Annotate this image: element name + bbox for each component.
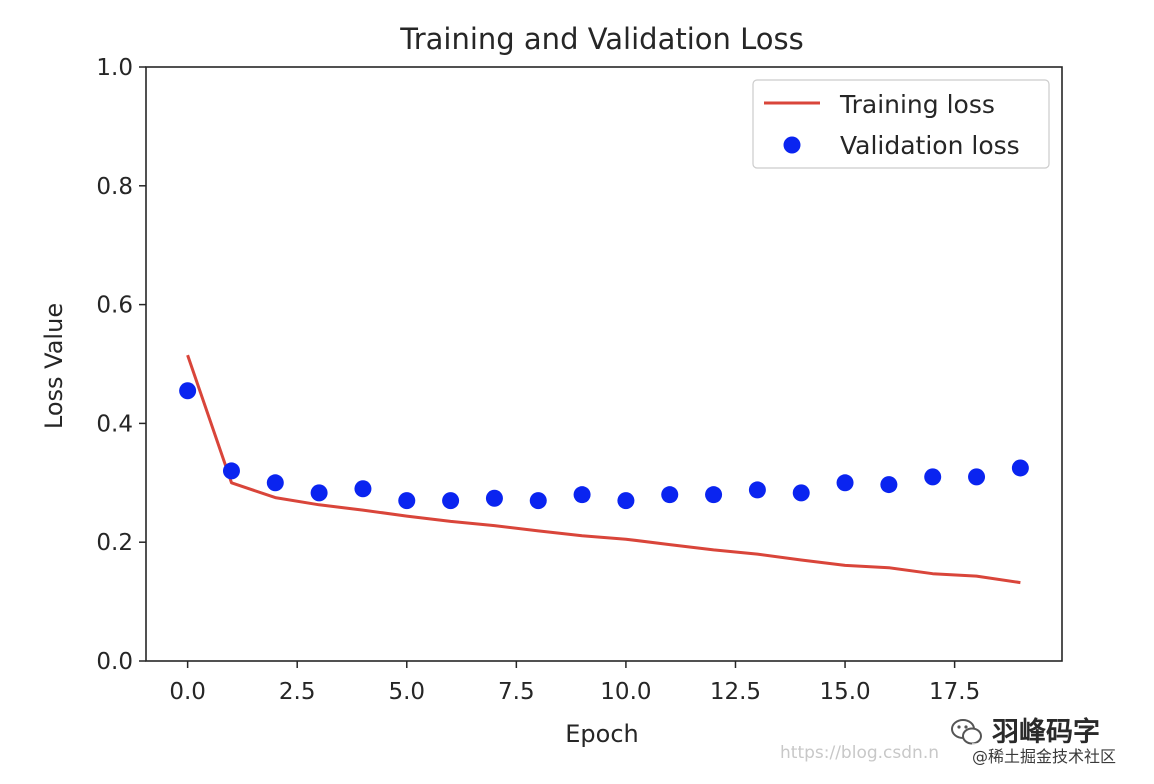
y-axis-ticks: 0.0 0.2 0.4 0.6 0.8 1.0 <box>96 55 146 675</box>
y-tick-label: 0.8 <box>96 174 133 200</box>
watermark-url: https://blog.csdn.n <box>780 743 939 763</box>
validation-loss-point <box>792 484 810 502</box>
watermark-name: 羽峰码字 <box>992 717 1100 748</box>
legend-training-label: Training loss <box>839 90 995 119</box>
validation-loss-point <box>968 468 986 486</box>
legend-box <box>752 79 1050 169</box>
legend-validation-label: Validation loss <box>840 131 1020 160</box>
legend: Training loss Validation loss <box>752 79 1050 169</box>
validation-loss-point <box>354 480 372 498</box>
y-tick-label: 0.4 <box>96 411 133 437</box>
x-tick-label: 5.0 <box>388 679 425 705</box>
validation-loss-point <box>661 486 679 504</box>
validation-loss-point <box>222 462 240 480</box>
y-tick-label: 0.2 <box>96 530 133 556</box>
validation-loss-point <box>1011 459 1029 477</box>
wechat-icon <box>951 719 982 745</box>
y-axis-label: Loss Value <box>40 303 68 429</box>
validation-loss-point <box>485 489 503 507</box>
x-tick-label: 17.5 <box>929 679 980 705</box>
y-tick-label: 1.0 <box>96 55 133 81</box>
legend-validation-swatch <box>783 136 801 154</box>
series-layer <box>179 354 1029 585</box>
validation-loss-point <box>266 474 284 492</box>
validation-loss-point <box>617 492 635 510</box>
y-tick-label: 0.6 <box>96 293 133 319</box>
validation-loss-point <box>529 492 547 510</box>
validation-loss-point <box>398 492 416 510</box>
validation-loss-point <box>836 474 854 492</box>
validation-loss-point <box>880 476 898 494</box>
x-axis-label: Epoch <box>565 720 639 748</box>
validation-loss-point <box>705 486 723 504</box>
y-tick-label: 0.0 <box>96 649 133 675</box>
watermark-community: @稀土掘金技术社区 <box>972 743 1117 767</box>
validation-loss-point <box>573 486 591 504</box>
x-tick-label: 0.0 <box>169 679 206 705</box>
validation-loss-point <box>310 484 328 502</box>
validation-loss-point <box>748 481 766 499</box>
x-tick-label: 15.0 <box>819 679 870 705</box>
x-axis-ticks: 0.0 2.5 5.0 7.5 10.0 12.5 15.0 17.5 <box>169 661 980 705</box>
validation-loss-point <box>442 492 460 510</box>
x-tick-label: 12.5 <box>710 679 761 705</box>
validation-loss-point <box>924 468 942 486</box>
x-tick-label: 7.5 <box>498 679 535 705</box>
validation-loss-point <box>179 382 197 400</box>
chart-title: Training and Validation Loss <box>399 22 803 56</box>
x-tick-label: 2.5 <box>279 679 316 705</box>
training-loss-line <box>186 354 1021 585</box>
x-tick-label: 10.0 <box>600 679 651 705</box>
